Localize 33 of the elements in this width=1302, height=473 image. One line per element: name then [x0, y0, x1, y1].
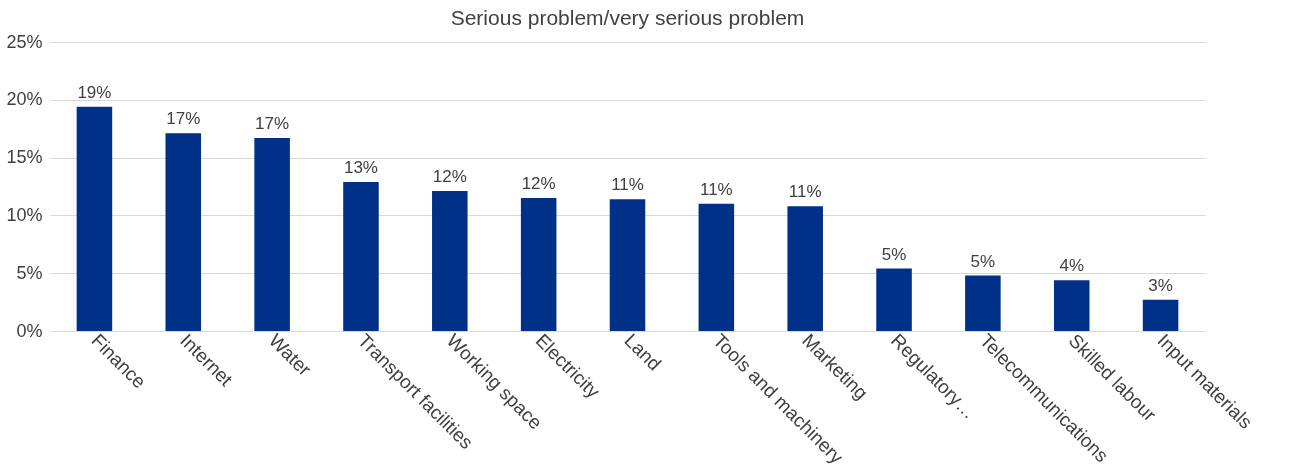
- y-tick-label: 15%: [6, 147, 43, 168]
- bar: [343, 181, 379, 331]
- bar: [76, 106, 113, 331]
- data-label: 12%: [521, 174, 556, 194]
- y-tick-label: 25%: [6, 31, 43, 52]
- data-label: 11%: [611, 175, 644, 195]
- bar: [698, 203, 735, 331]
- y-tick-label: 0%: [16, 320, 43, 341]
- bar: [254, 137, 290, 331]
- data-label: 13%: [343, 157, 378, 177]
- bar: [165, 133, 202, 331]
- bar: [1053, 280, 1090, 331]
- bar: [609, 199, 646, 331]
- data-label: 5%: [881, 244, 907, 264]
- y-tick-label: 10%: [6, 204, 43, 225]
- bar: [965, 275, 1001, 331]
- y-tick-label: 20%: [6, 89, 43, 110]
- data-label: 5%: [970, 251, 996, 271]
- data-label: 12%: [432, 167, 467, 187]
- data-label: 3%: [1148, 275, 1173, 295]
- y-tick-label: 5%: [16, 262, 43, 283]
- bar: [876, 268, 912, 331]
- data-label: 11%: [699, 179, 733, 199]
- data-label: 19%: [77, 82, 112, 102]
- bar: [520, 198, 557, 331]
- chart-title: Serious problem/very serious problem: [450, 6, 805, 29]
- data-label: 11%: [788, 182, 822, 202]
- data-label: 17%: [255, 113, 290, 133]
- bar: [1142, 299, 1179, 331]
- data-label: 17%: [166, 109, 201, 129]
- data-label: 4%: [1059, 256, 1085, 276]
- bar: [787, 206, 823, 331]
- bar: [432, 191, 468, 331]
